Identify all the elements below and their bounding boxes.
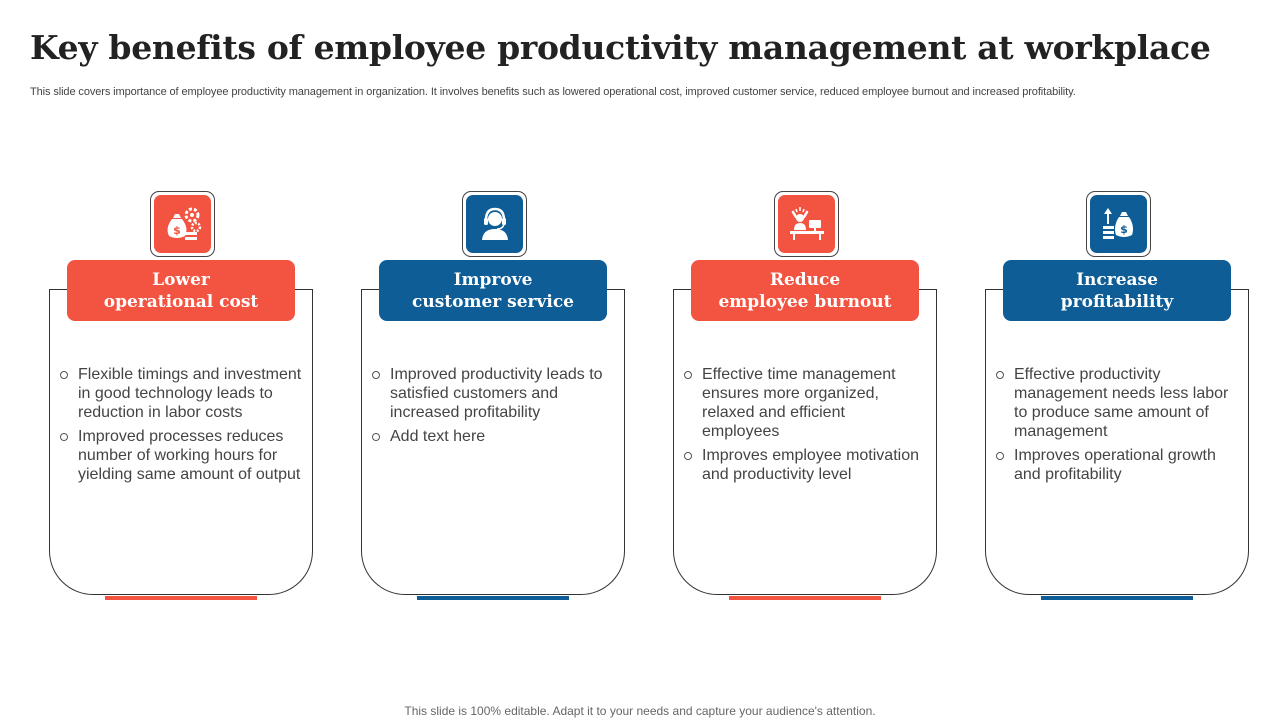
card-bullet-list: Effective productivity management needs …: [996, 365, 1242, 489]
card-bullet-list: Flexible timings and investment in good …: [60, 365, 306, 489]
card-accent-bar: [417, 596, 569, 600]
list-item: Improved processes reduces number of wor…: [60, 427, 306, 484]
card-label-line1: Reduce: [769, 269, 841, 290]
slide-footer-note: This slide is 100% editable. Adapt it to…: [404, 704, 876, 718]
card-label-employee-burnout: Reduce employee burnout: [691, 260, 919, 321]
card-label-line2: employee burnout: [718, 291, 892, 312]
card-icon-frame: [774, 191, 839, 257]
benefit-card-profitability: [985, 289, 1249, 595]
card-label-line2: operational cost: [103, 291, 259, 312]
bullet-text: Improved processes reduces number of wor…: [78, 428, 301, 483]
list-item: Flexible timings and investment in good …: [60, 365, 306, 422]
card-accent-bar: [105, 596, 257, 600]
bullet-circle-icon: [684, 452, 692, 460]
benefit-card-lower-cost: [49, 289, 313, 595]
bullet-circle-icon: [60, 433, 68, 441]
list-item: Improves employee motivation and product…: [684, 446, 926, 484]
svg-text:$: $: [1120, 223, 1128, 236]
bullet-circle-icon: [372, 371, 380, 379]
card-bullet-list: Effective time management ensures more o…: [684, 365, 926, 489]
card-bullet-list: Improved productivity leads to satisfied…: [372, 365, 614, 451]
bullet-circle-icon: [684, 371, 692, 379]
list-item: Effective time management ensures more o…: [684, 365, 926, 441]
list-item: Effective productivity management needs …: [996, 365, 1242, 441]
bullet-circle-icon: [996, 452, 1004, 460]
money-bag-gears-icon: $: [154, 195, 211, 253]
card-icon-frame: [462, 191, 527, 257]
slide-title: Key benefits of employee productivity ma…: [30, 28, 1211, 67]
card-label-line2: profitability: [1060, 291, 1174, 312]
bullet-text: Improved productivity leads to satisfied…: [390, 366, 603, 421]
card-accent-bar: [729, 596, 881, 600]
card-label-line1: Lower: [152, 269, 210, 290]
benefit-card-customer-service: [361, 289, 625, 595]
card-label-customer-service: Improve customer service: [379, 260, 607, 321]
card-icon-frame: $: [1086, 191, 1151, 257]
bullet-circle-icon: [372, 433, 380, 441]
bullet-circle-icon: [60, 371, 68, 379]
list-item: Improved productivity leads to satisfied…: [372, 365, 614, 422]
list-item: Add text here: [372, 427, 614, 446]
card-icon-frame: $: [150, 191, 215, 257]
card-label-line1: Improve: [453, 269, 533, 290]
bullet-text: Effective time management ensures more o…: [702, 366, 896, 440]
list-item: Improves operational growth and profitab…: [996, 446, 1242, 484]
card-label-line1: Increase: [1076, 269, 1158, 290]
bullet-text: Effective productivity management needs …: [1014, 366, 1229, 440]
bullet-text: Add text here: [390, 428, 486, 445]
svg-text:$: $: [173, 224, 181, 237]
bullet-text: Flexible timings and investment in good …: [78, 366, 302, 421]
card-accent-bar: [1041, 596, 1193, 600]
card-label-lower-cost: Lower operational cost: [67, 260, 295, 321]
card-label-profitability: Increase profitability: [1003, 260, 1231, 321]
bullet-text: Improves operational growth and profitab…: [1014, 447, 1216, 483]
customer-support-headset-icon: [466, 195, 523, 253]
slide-subtitle: This slide covers importance of employee…: [30, 86, 1076, 98]
bullet-circle-icon: [996, 371, 1004, 379]
bullet-text: Improves employee motivation and product…: [702, 447, 919, 483]
stressed-employee-desk-icon: [778, 195, 835, 253]
card-label-line2: customer service: [412, 291, 574, 312]
profit-growth-money-bag-icon: $: [1090, 195, 1147, 253]
